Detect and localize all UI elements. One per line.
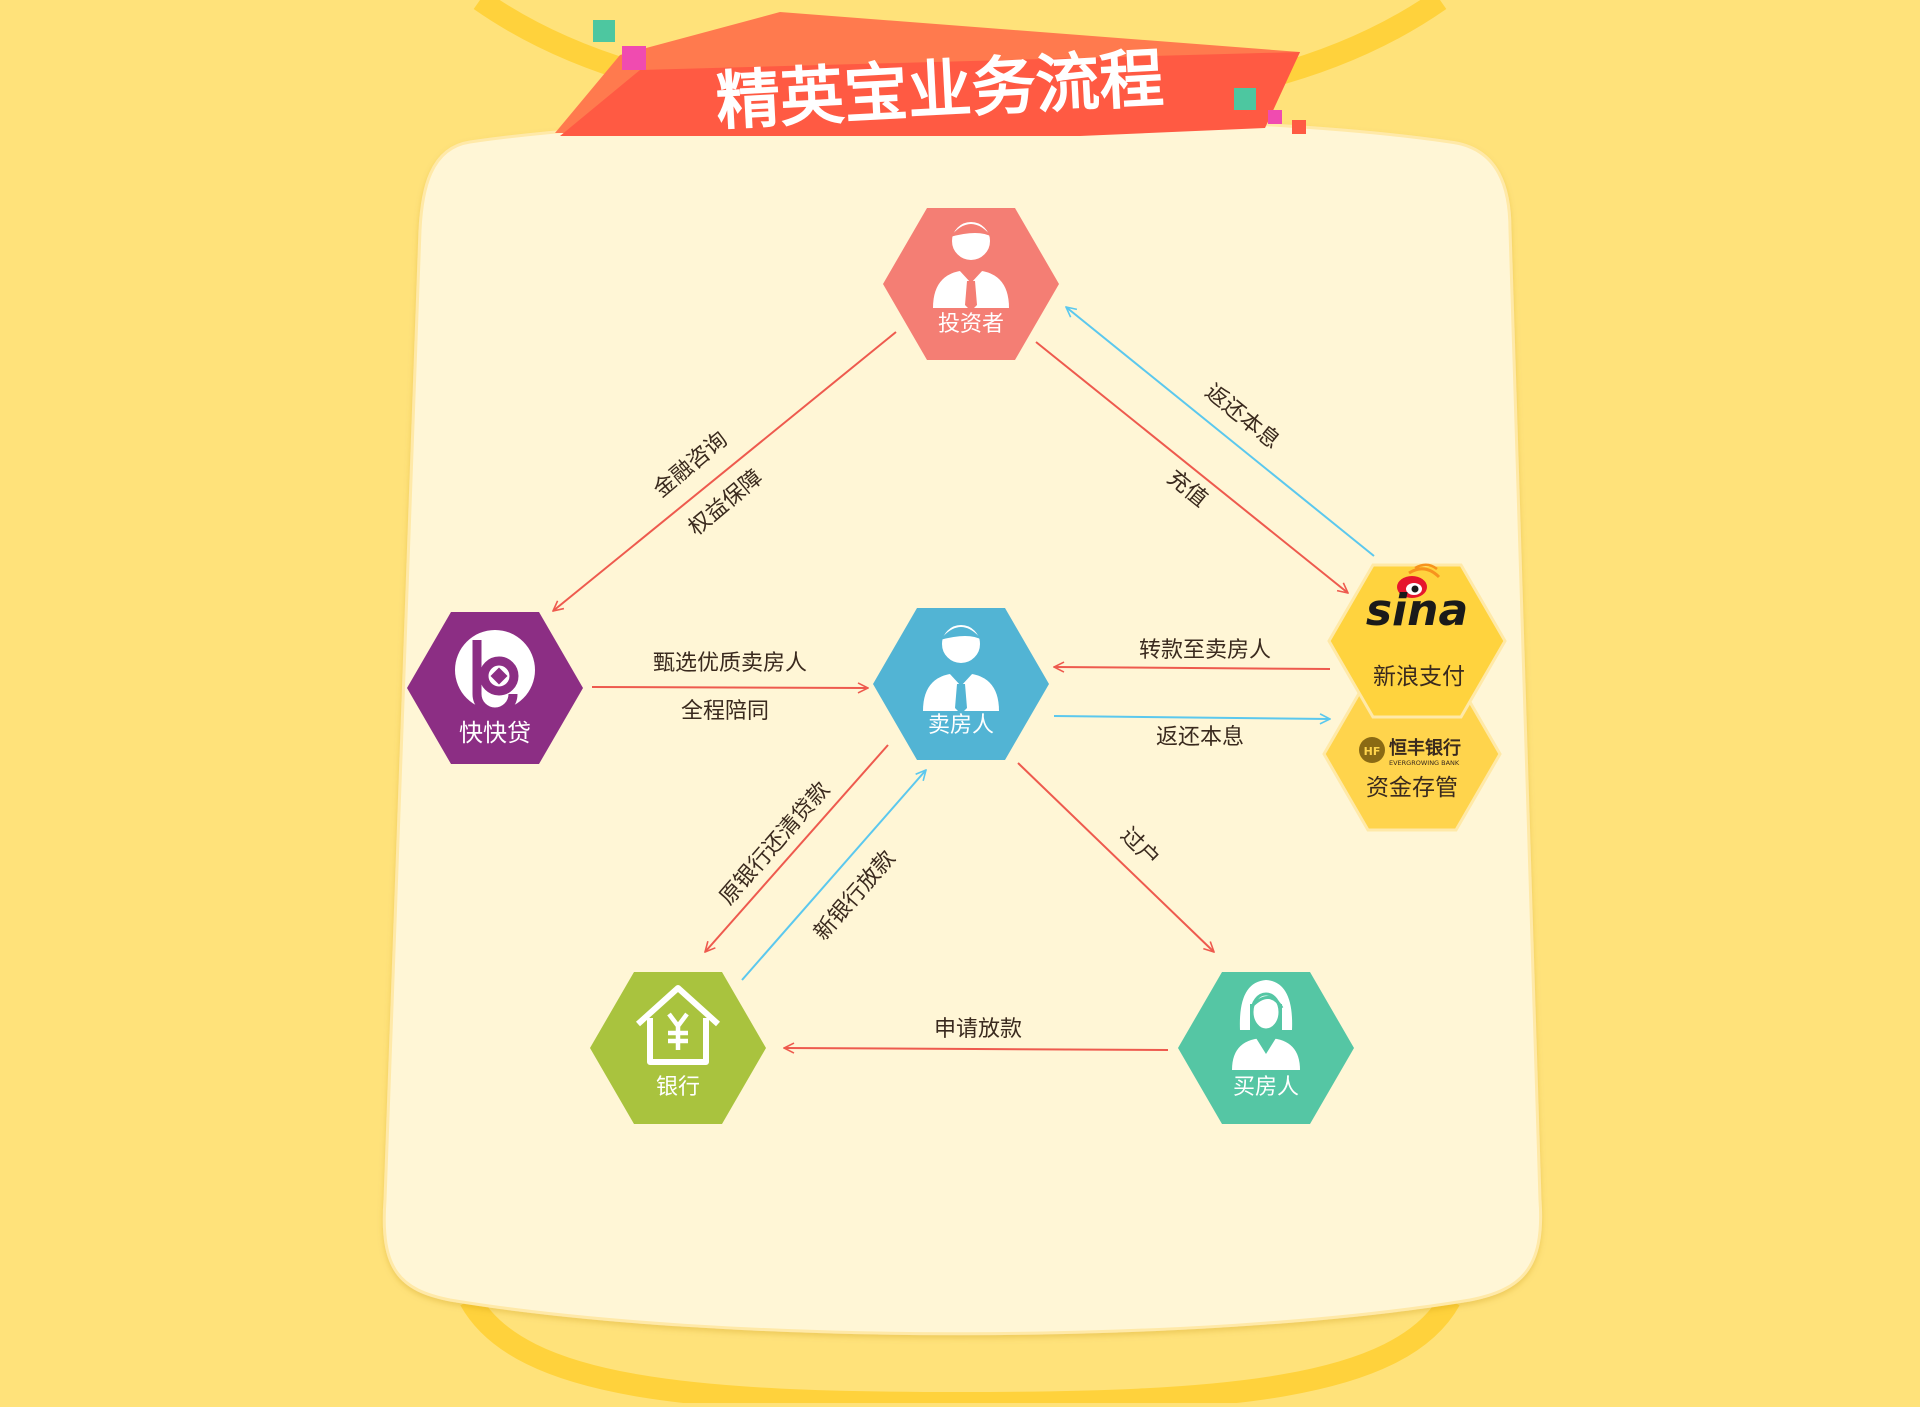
label-select: 甄选优质卖房人 [653, 651, 807, 676]
node-seller: 卖房人 [873, 608, 1049, 760]
arrow-investor-to-sina [1035, 341, 1348, 593]
kuaikuaidai-logo [455, 630, 535, 717]
arrow-bank-to-seller [741, 770, 926, 981]
arrow-seller-to-bank [705, 744, 889, 952]
title-banner: 精英宝业务流程 [555, 12, 1300, 140]
node-label: 快快贷 [459, 719, 531, 747]
node-buyer: 买房人 [1178, 972, 1354, 1124]
bank-name-en: EVERGROWING BANK [1389, 759, 1460, 767]
confetti-decoration [593, 20, 1306, 134]
node-label: 银行 [656, 1075, 700, 1100]
arrow-seller-to-buyer [1017, 762, 1214, 952]
arrow-investor-to-kuaikuaidai [553, 331, 897, 611]
flow-arrows [553, 307, 1375, 1050]
node-label: 买房人 [1233, 1075, 1299, 1100]
label-transfer-seller: 转款至卖房人 [1139, 638, 1271, 663]
node-label: 资金存管 [1366, 775, 1458, 801]
sina-weibo-logo: sina [1366, 563, 1468, 636]
sina-wordmark: sina [1366, 585, 1468, 636]
businessman-icon [923, 621, 999, 714]
node-label: 投资者 [938, 312, 1004, 337]
hexagon [1327, 563, 1507, 719]
bank-house-icon [635, 985, 721, 1065]
arrow-kuaikuaidai-to-seller [591, 687, 868, 688]
node-kuaikuaidai: 快快贷 [407, 612, 583, 764]
arrow-buyer-to-bank [784, 1048, 1169, 1050]
hengfeng-bank-logo: HF 恒丰银行 EVERGROWING BANK [1359, 737, 1461, 767]
node-investor: 投资者 [883, 208, 1059, 360]
businessman-icon [933, 218, 1009, 311]
node-sina: sina 新浪支付 [1327, 563, 1507, 719]
arrow-seller-to-hengfeng [1053, 716, 1330, 719]
label-return-seller: 返还本息 [1156, 725, 1244, 750]
label-accompany: 全程陪同 [681, 699, 769, 724]
label-apply-loan: 申请放款 [934, 1017, 1022, 1042]
node-label: 卖房人 [928, 713, 994, 738]
node-label: 新浪支付 [1373, 664, 1465, 690]
arrow-sina-to-investor [1066, 307, 1375, 557]
svg-text:HF: HF [1364, 745, 1381, 758]
node-bank: 银行 [590, 972, 766, 1124]
bank-name: 恒丰银行 [1389, 737, 1461, 759]
businesswoman-icon [1232, 980, 1300, 1070]
arrow-sina-to-seller [1054, 667, 1331, 669]
